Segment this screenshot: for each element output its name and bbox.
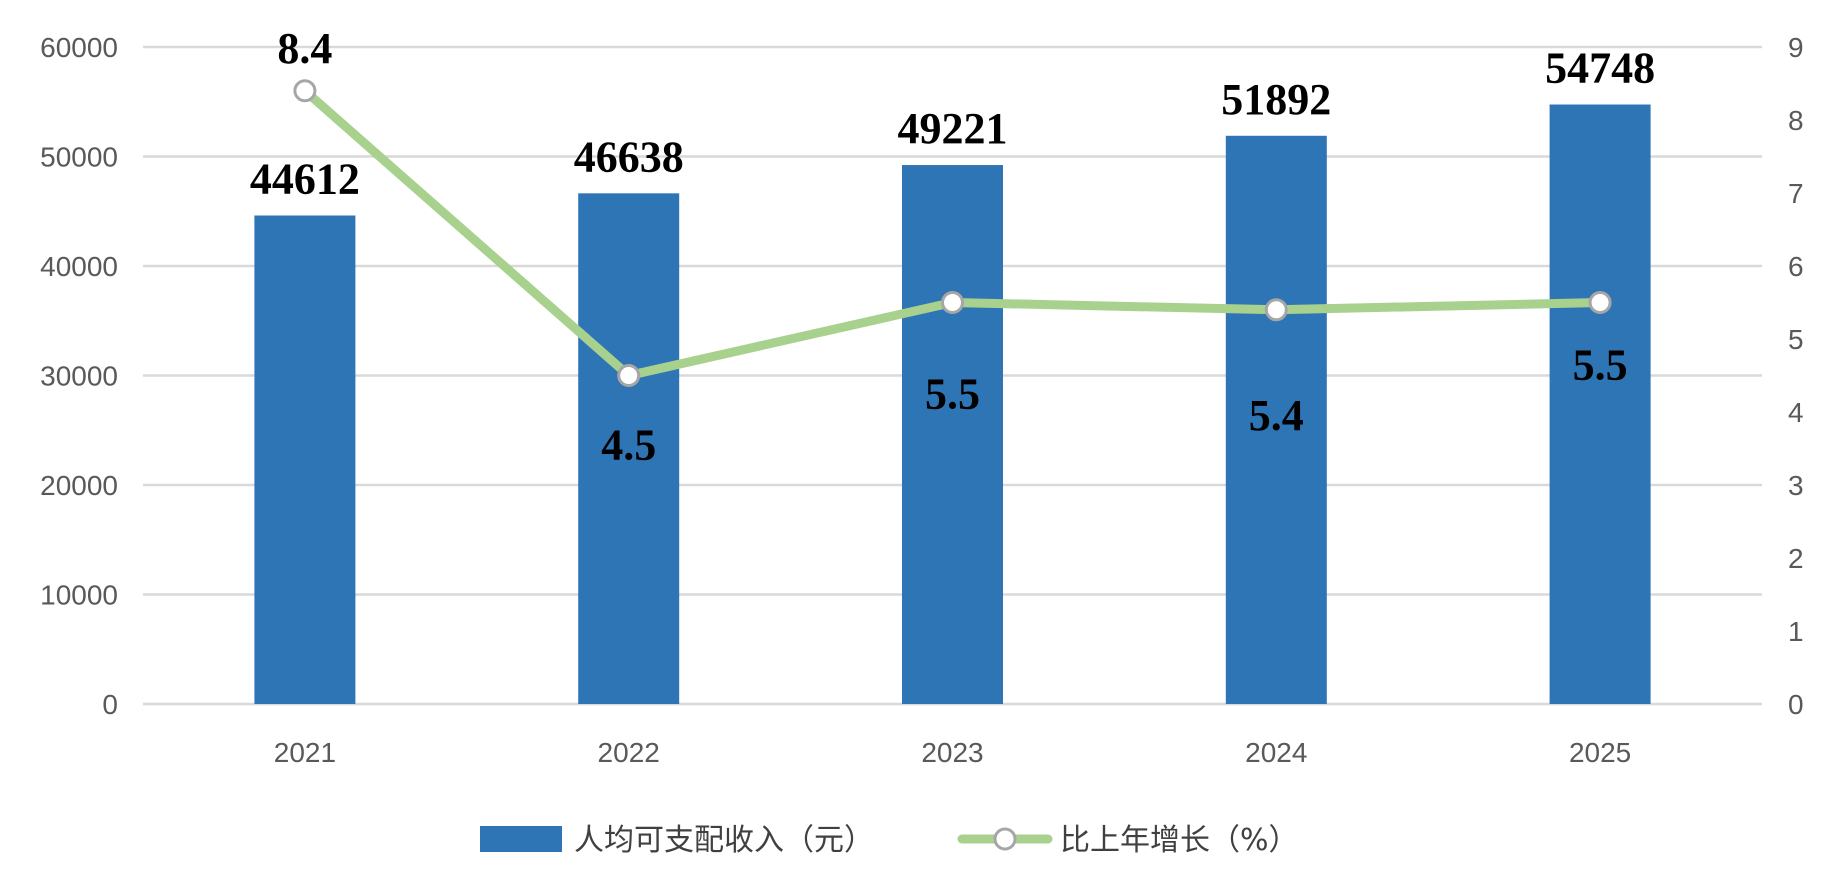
right-axis-tick-label: 5 xyxy=(1788,324,1804,355)
bar-value-label: 54748 xyxy=(1545,44,1655,93)
line-value-label: 4.5 xyxy=(601,421,656,470)
left-axis-tick-label: 30000 xyxy=(40,361,118,392)
bar xyxy=(254,215,356,704)
line-series xyxy=(293,79,1612,387)
legend-line-label: 比上年增长（%） xyxy=(1060,823,1299,858)
left-y-axis: 0 10000 20000 30000 40000 50000 60000 xyxy=(40,32,118,720)
right-axis-tick-label: 1 xyxy=(1788,616,1804,647)
x-axis-tick-label: 2022 xyxy=(598,737,660,768)
x-axis-tick-label: 2025 xyxy=(1569,737,1631,768)
line-value-label: 5.4 xyxy=(1249,391,1304,440)
left-axis-tick-label: 20000 xyxy=(40,470,118,501)
bar-value-label: 49221 xyxy=(898,104,1008,153)
bar xyxy=(1549,104,1651,704)
line-marker xyxy=(1588,291,1612,314)
bar-value-label: 51892 xyxy=(1221,75,1331,124)
line-value-label: 5.5 xyxy=(1573,341,1628,390)
line-marker xyxy=(941,291,964,314)
x-axis-tick-label: 2023 xyxy=(921,737,983,768)
left-axis-tick-label: 10000 xyxy=(40,580,118,611)
legend: 人均可支配收入（元） 比上年增长（%） xyxy=(480,823,1299,858)
right-axis-tick-label: 3 xyxy=(1788,470,1804,501)
x-axis-tick-label: 2024 xyxy=(1245,737,1307,768)
right-axis-tick-label: 4 xyxy=(1788,397,1804,428)
bar-value-label: 44612 xyxy=(250,154,360,203)
bar xyxy=(902,165,1003,705)
line-marker xyxy=(1264,298,1288,322)
line-value-label: 5.5 xyxy=(925,370,980,419)
x-axis: 2021 2022 2023 2024 2025 xyxy=(274,737,1631,768)
left-axis-tick-label: 40000 xyxy=(40,251,118,282)
right-axis-tick-label: 6 xyxy=(1788,251,1804,282)
legend-bar-swatch xyxy=(480,826,562,852)
line-marker xyxy=(293,79,317,103)
right-y-axis: 0 1 2 3 4 5 6 7 8 9 xyxy=(1788,32,1804,720)
right-axis-tick-label: 9 xyxy=(1788,32,1804,63)
line-value-label: 8.4 xyxy=(277,24,332,73)
left-axis-tick-label: 60000 xyxy=(40,32,118,63)
data-labels: 44612 46638 49221 51892 54748 8.4 4.5 5.5 5.4 5.5 xyxy=(250,24,1655,470)
right-axis-tick-label: 7 xyxy=(1788,178,1804,209)
legend-bar-label: 人均可支配收入（元） xyxy=(574,823,874,858)
x-axis-tick-label: 2021 xyxy=(274,737,336,768)
left-axis-tick-label: 0 xyxy=(102,689,118,720)
bar-series xyxy=(254,104,1651,705)
legend-line-swatch xyxy=(957,827,1053,851)
right-axis-tick-label: 8 xyxy=(1788,105,1804,136)
bar-value-label: 46638 xyxy=(574,132,684,181)
line-marker xyxy=(617,364,641,387)
left-axis-tick-label: 50000 xyxy=(40,142,118,173)
right-axis-tick-label: 0 xyxy=(1788,689,1804,720)
right-axis-tick-label: 2 xyxy=(1788,543,1804,574)
bar xyxy=(1225,135,1327,704)
bar xyxy=(578,193,680,704)
